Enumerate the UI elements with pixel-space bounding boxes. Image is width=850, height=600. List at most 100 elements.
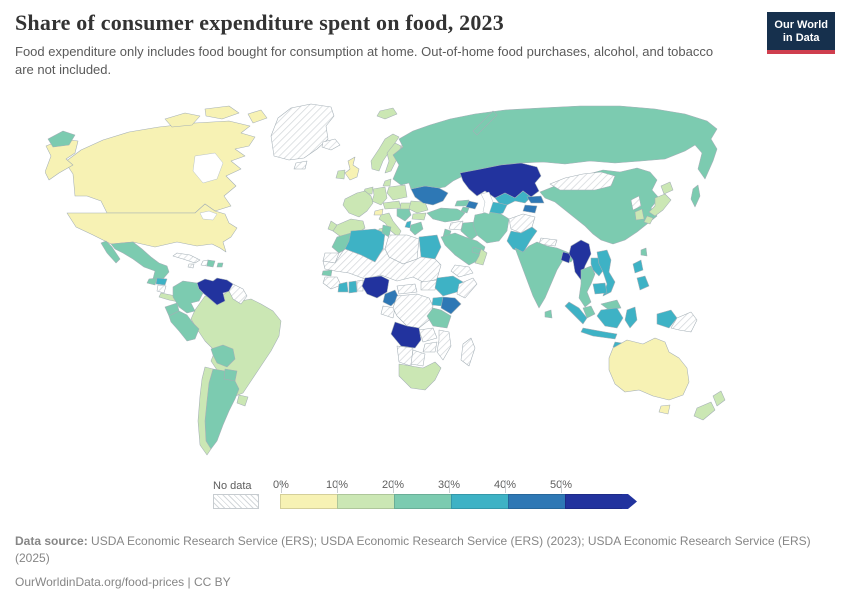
- country-madagascar[interactable]: [460, 337, 476, 367]
- country-iceland[interactable]: [321, 138, 341, 151]
- country-mozambique[interactable]: [436, 329, 452, 361]
- country-uae-qatar[interactable]: [471, 246, 482, 255]
- country-kyrgyzstan[interactable]: [526, 195, 545, 204]
- country-russia-sakhalin[interactable]: [690, 184, 701, 208]
- country-denmark[interactable]: [382, 178, 392, 187]
- country-canada[interactable]: [64, 120, 256, 214]
- country-togo-benin[interactable]: [356, 279, 364, 292]
- country-united-states-alaska[interactable]: [45, 138, 79, 181]
- country-nicaragua[interactable]: [156, 284, 167, 294]
- country-south-africa[interactable]: [398, 361, 442, 391]
- country-cambodia[interactable]: [592, 282, 608, 295]
- country-new-zealand-north[interactable]: [712, 390, 726, 407]
- legend-bin-20-30[interactable]: [394, 494, 452, 509]
- country-somalia[interactable]: [456, 277, 478, 299]
- country-syria[interactable]: [448, 220, 464, 231]
- country-bangladesh[interactable]: [560, 251, 572, 264]
- country-mexico[interactable]: [110, 241, 170, 280]
- country-greenland[interactable]: [293, 160, 308, 170]
- country-peru[interactable]: [168, 310, 200, 342]
- country-nigeria[interactable]: [361, 275, 390, 299]
- country-sahel-band[interactable]: [322, 248, 442, 284]
- country-ghana[interactable]: [348, 280, 358, 294]
- country-malaysia-peninsula[interactable]: [582, 305, 596, 319]
- legend-bin-40-50[interactable]: [508, 494, 566, 509]
- country-switzerland[interactable]: [373, 208, 384, 216]
- country-australia[interactable]: [608, 337, 690, 401]
- country-greece[interactable]: [409, 221, 424, 236]
- country-cuba[interactable]: [172, 252, 201, 264]
- country-turkey[interactable]: [426, 207, 466, 223]
- legend-bin-30-40[interactable]: [451, 494, 509, 509]
- country-egypt[interactable]: [418, 234, 442, 260]
- footer-link[interactable]: OurWorldinData.org/food-prices | CC BY: [15, 574, 231, 589]
- country-balkans[interactable]: [396, 208, 412, 222]
- country-japan-honshu[interactable]: [648, 193, 672, 217]
- country-united-kingdom[interactable]: [344, 156, 360, 181]
- country-russia[interactable]: [392, 105, 718, 190]
- country-yemen[interactable]: [450, 264, 474, 278]
- country-indonesia-sumatra[interactable]: [564, 301, 588, 325]
- country-india[interactable]: [514, 241, 576, 309]
- country-armenia[interactable]: [460, 206, 470, 214]
- owid-logo[interactable]: Our World in Data: [767, 12, 835, 54]
- country-indonesia-papua[interactable]: [656, 309, 678, 329]
- country-taiwan[interactable]: [640, 247, 648, 257]
- country-greenland[interactable]: [270, 103, 335, 161]
- country-malaysia-borneo[interactable]: [600, 299, 622, 311]
- country-poland[interactable]: [386, 184, 408, 201]
- country-uruguay[interactable]: [236, 394, 249, 407]
- country-mongolia[interactable]: [549, 171, 616, 191]
- country-pakistan[interactable]: [506, 226, 538, 254]
- country-canada[interactable]: [164, 112, 201, 128]
- legend-bin-arrow[interactable]: [622, 494, 637, 509]
- country-dominican-republic[interactable]: [206, 259, 216, 268]
- country-kenya[interactable]: [440, 296, 462, 315]
- country-sri-lanka[interactable]: [544, 309, 553, 319]
- country-gabon-congo[interactable]: [380, 305, 396, 319]
- country-oman[interactable]: [474, 248, 488, 266]
- country-puerto-rico[interactable]: [216, 262, 224, 268]
- country-canada[interactable]: [204, 105, 240, 120]
- country-south-korea[interactable]: [634, 208, 645, 221]
- country-guyana-suriname[interactable]: [228, 283, 248, 305]
- country-cote-divoire[interactable]: [337, 281, 349, 293]
- country-russia-chukotka[interactable]: [47, 130, 76, 148]
- country-guinea-region[interactable]: [322, 276, 342, 290]
- country-norway-svalbard[interactable]: [376, 107, 398, 120]
- country-ethiopia[interactable]: [434, 275, 464, 297]
- country-dr-congo[interactable]: [392, 293, 434, 329]
- country-japan-kyushu[interactable]: [643, 215, 654, 225]
- country-canada[interactable]: [247, 109, 268, 124]
- country-russia-novaya-zemlya[interactable]: [472, 110, 498, 136]
- country-north-korea[interactable]: [630, 195, 642, 211]
- legend-no-data-swatch[interactable]: [213, 494, 259, 509]
- country-south-sudan[interactable]: [420, 279, 438, 291]
- country-vietnam[interactable]: [596, 249, 616, 297]
- country-australia-tasmania[interactable]: [658, 404, 671, 415]
- country-tanzania[interactable]: [426, 307, 452, 329]
- country-zambia[interactable]: [418, 327, 438, 343]
- country-tajikistan[interactable]: [522, 204, 538, 214]
- country-mexico-baja[interactable]: [100, 240, 121, 264]
- country-azerbaijan[interactable]: [465, 200, 479, 210]
- country-botswana[interactable]: [410, 349, 426, 367]
- country-philippines-mindanao[interactable]: [636, 275, 650, 291]
- country-venezuela[interactable]: [196, 277, 234, 306]
- country-central-african-republic[interactable]: [396, 283, 418, 295]
- country-new-zealand-south[interactable]: [693, 401, 716, 421]
- country-sweden[interactable]: [384, 142, 402, 174]
- country-jamaica[interactable]: [187, 263, 195, 269]
- country-iran[interactable]: [472, 211, 510, 244]
- country-chile[interactable]: [197, 366, 214, 456]
- country-portugal[interactable]: [327, 220, 338, 232]
- country-albania[interactable]: [404, 220, 412, 229]
- country-indonesia-kalimantan[interactable]: [596, 307, 624, 329]
- country-argentina[interactable]: [204, 368, 240, 450]
- country-zimbabwe[interactable]: [422, 341, 438, 353]
- country-philippines-luzon[interactable]: [632, 259, 644, 274]
- country-ireland[interactable]: [335, 169, 346, 180]
- country-france[interactable]: [342, 190, 374, 218]
- country-honduras[interactable]: [155, 277, 168, 286]
- country-thailand[interactable]: [578, 265, 596, 308]
